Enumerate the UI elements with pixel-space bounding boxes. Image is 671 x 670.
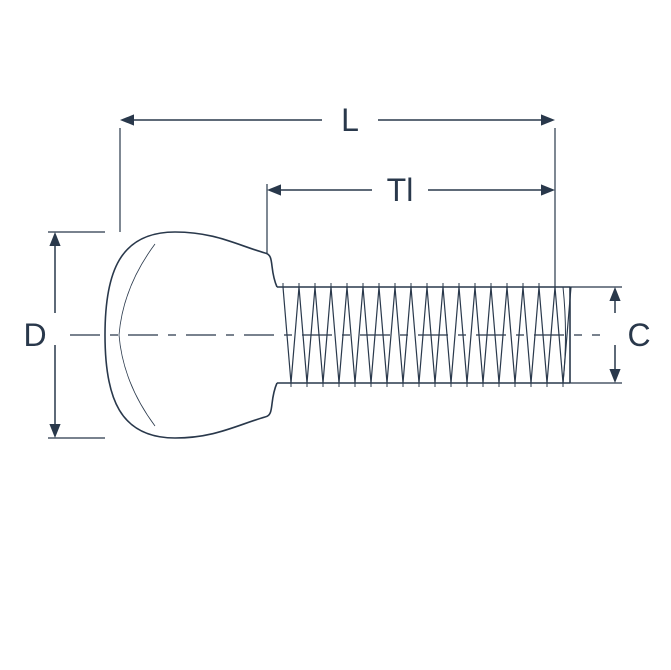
thumb-screw-diagram: L Tl D C xyxy=(0,0,671,670)
head-upper-outline xyxy=(105,232,277,335)
thread xyxy=(331,287,339,383)
arrowhead xyxy=(49,232,60,246)
arrowhead xyxy=(609,287,620,301)
thread xyxy=(411,287,419,383)
arrowhead xyxy=(541,184,555,195)
thread xyxy=(451,287,459,383)
thread xyxy=(507,287,515,383)
label-L: L xyxy=(341,102,359,138)
arrowhead xyxy=(49,424,60,438)
arrowhead xyxy=(609,369,620,383)
label-D: D xyxy=(23,317,46,353)
arrowhead xyxy=(541,114,555,125)
arrowhead xyxy=(267,184,281,195)
head-inner-line xyxy=(119,244,155,335)
arrowhead xyxy=(120,114,134,125)
thread xyxy=(467,287,475,383)
label-Tl: Tl xyxy=(387,172,414,208)
head-inner-line xyxy=(119,335,155,426)
head-lower-outline xyxy=(105,335,277,438)
thread xyxy=(523,287,531,383)
label-C: C xyxy=(627,317,650,353)
thread xyxy=(291,287,299,383)
